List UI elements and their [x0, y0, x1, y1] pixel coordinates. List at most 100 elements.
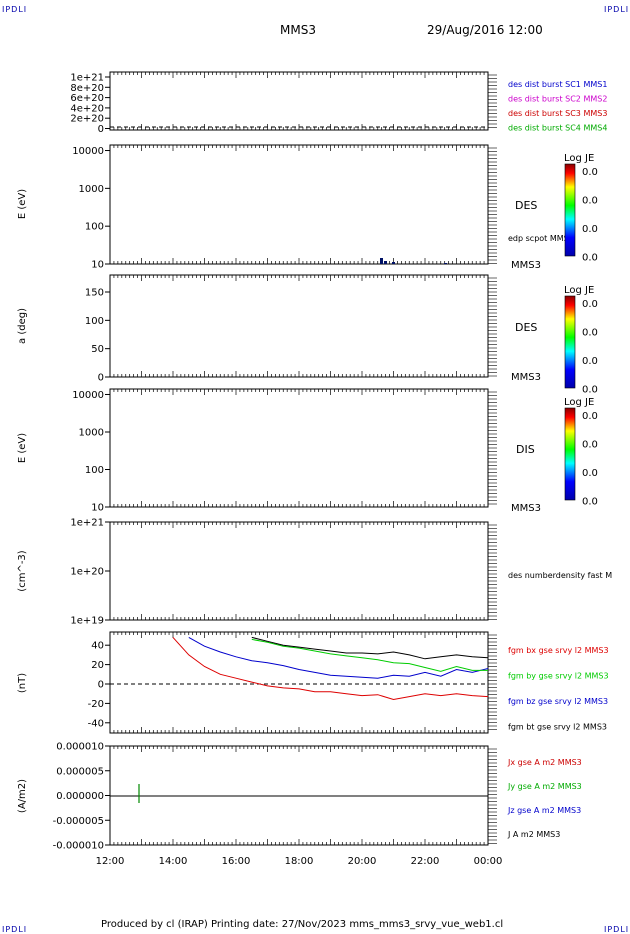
panel-dis-energy-ylabel: E (eV)	[17, 433, 28, 463]
panel-des-energy-sc-label: MMS3	[511, 260, 541, 271]
panel-des-energy-colorbar-tick: 0.0	[582, 167, 598, 178]
panel-dis-energy-colorbar	[564, 407, 576, 501]
panel-current-legend-item: Jy gse A m2 MMS3	[507, 782, 582, 791]
panel-dis-energy-colorbar-tick: 0.0	[582, 497, 598, 508]
panel-des-energy-colorbar-tick: 0.0	[582, 196, 598, 207]
panel-des-pitch-ytick-label: 100	[85, 316, 104, 327]
panel-dist-burst-ytick-label: 0	[98, 124, 104, 135]
panel-des-energy-colorbar-tick: 0.0	[582, 224, 598, 235]
corner-label-tr: IPDLI	[604, 5, 630, 14]
panel-density-ytick-label: 1e+20	[70, 567, 104, 578]
panel-current-ytick-label: 0.000000	[56, 791, 104, 802]
panel-fgm-legend-item: fgm bx gse srvy l2 MMS3	[508, 646, 609, 655]
panel-fgm-ylabel: (nT)	[17, 673, 28, 693]
panel-current-ytick-label: -0.000005	[53, 816, 104, 827]
footer-credits: Produced by cl (IRAP) Printing date: 27/…	[101, 919, 504, 930]
panel-dist-burst-legend-item: des dist burst SC3 MMS3	[508, 109, 607, 118]
x-axis-tick-label: 18:00	[285, 856, 314, 867]
panel-fgm-ytick-label: 20	[91, 660, 104, 671]
panel-dist-burst-legend-item: des dist burst SC2 MMS2	[508, 95, 607, 104]
panel-fgm-series-line	[188, 636, 489, 679]
panel-des-pitch-colorbar-tick: 0.0	[582, 385, 598, 396]
panel-des-energy-colorbar-tick: 0.0	[582, 253, 598, 264]
panel-des-energy-ylabel: E (eV)	[17, 189, 28, 219]
panel-fgm-ytick-label: 0	[98, 680, 104, 691]
panel-fgm-legend-item: fgm bz gse srvy l2 MMS3	[508, 697, 608, 706]
panel-des-energy-frame	[109, 144, 489, 265]
panel-dist-burst-ytick-label: 4e+20	[70, 103, 104, 114]
panel-density-ytick-label: 1e+21	[70, 518, 104, 529]
panel-des-pitch-colorbar-tick: 0.0	[582, 299, 598, 310]
panel-fgm-ytick-label: -20	[88, 699, 104, 710]
panel-des-energy-spectrogram-cell	[380, 258, 383, 264]
panel-fgm-series-line	[172, 637, 489, 701]
x-axis-tick-label: 00:00	[474, 856, 503, 867]
panel-des-pitch-frame	[109, 274, 489, 378]
panel-density-frame	[109, 521, 489, 621]
panel-des-energy-spectrogram-cell	[444, 263, 447, 264]
panel-fgm-series-line	[251, 636, 489, 660]
panel-des-energy-colorbar	[564, 163, 576, 257]
panel-des-energy-spectrogram-cell	[384, 261, 387, 264]
panel-dis-energy-colorbar-tick: 0.0	[582, 468, 598, 479]
panel-current-ytick-label: 0.000010	[56, 742, 104, 753]
panel-dis-energy-ytick-label: 10000	[72, 390, 104, 401]
panel-des-pitch-colorbar-tick: 0.0	[582, 328, 598, 339]
panel-des-pitch-ytick-label: 0	[98, 373, 104, 384]
spacecraft-title: MMS3	[280, 23, 316, 37]
x-axis-tick-label: 22:00	[411, 856, 440, 867]
panel-dist-burst-frame	[109, 71, 489, 131]
panel-des-energy-scpot-label: edp scpot MMS3	[508, 234, 574, 243]
panel-density-legend-item: des numberdensity fast M	[508, 571, 612, 580]
panel-fgm-legend-item: fgm by gse srvy l2 MMS3	[508, 672, 609, 681]
panel-dist-burst-legend-item: des dist burst SC4 MMS4	[508, 124, 607, 133]
panel-des-pitch-sc-label: MMS3	[511, 372, 541, 383]
x-axis-tick-label: 14:00	[159, 856, 188, 867]
panel-des-energy-ytick-label: 1000	[79, 184, 104, 195]
panel-current-legend-item: Jz gse A m2 MMS3	[507, 806, 581, 815]
panel-density-ylabel: (cm^-3)	[17, 550, 28, 591]
panel-des-pitch-ylabel: a (deg)	[17, 308, 28, 344]
panel-current-ytick-label: 0.000005	[56, 766, 104, 777]
x-axis-tick-label: 16:00	[222, 856, 251, 867]
date-title: 29/Aug/2016 12:00	[427, 23, 543, 37]
x-axis-tick-label: 12:00	[96, 856, 125, 867]
panel-dist-burst-ytick-label: 2e+20	[70, 114, 104, 125]
panel-des-pitch-ytick-label: 150	[85, 288, 104, 299]
corner-label-tl: IPDLI	[2, 5, 28, 14]
panel-density-ytick-label: 1e+19	[70, 616, 104, 627]
panel-dis-energy-colorbar-tick: 0.0	[582, 411, 598, 422]
panel-des-pitch-label: DES	[515, 321, 537, 334]
panel-dis-energy-ytick-label: 10	[91, 503, 104, 514]
panel-dis-energy-ytick-label: 100	[85, 465, 104, 476]
panel-dis-energy-label: DIS	[516, 443, 535, 456]
panel-des-energy-ytick-label: 10000	[72, 146, 104, 157]
panel-current-ytick-label: -0.000010	[53, 841, 104, 852]
panel-des-pitch-colorbar	[564, 295, 576, 389]
panel-dist-burst-legend-item: des dist burst SC1 MMS1	[508, 80, 607, 89]
panel-fgm-ytick-label: 40	[91, 641, 104, 652]
panel-dis-energy-frame	[109, 388, 489, 508]
panel-dist-burst-ytick-label: 8e+20	[70, 83, 104, 94]
panel-dis-energy-sc-label: MMS3	[511, 503, 541, 514]
panel-des-energy-label: DES	[515, 199, 537, 212]
corner-label-br: IPDLI	[604, 925, 630, 934]
panel-dis-energy-colorbar-tick: 0.0	[582, 440, 598, 451]
x-axis-tick-label: 20:00	[348, 856, 377, 867]
corner-label-bl: IPDLI	[2, 925, 28, 934]
panel-fgm-ytick-label: -40	[88, 718, 104, 729]
panel-des-pitch-colorbar-tick: 0.0	[582, 356, 598, 367]
panel-dist-burst-ytick-label: 6e+20	[70, 93, 104, 104]
panel-current-legend-item: J A m2 MMS3	[507, 830, 560, 839]
panel-des-energy-colorbar-title: Log JE	[564, 153, 594, 164]
panel-des-pitch-colorbar-title: Log JE	[564, 285, 594, 296]
panel-dist-burst-ytick-label: 1e+21	[70, 73, 104, 84]
panel-current-ylabel: (A/m2)	[17, 779, 28, 813]
panel-dis-energy-ytick-label: 1000	[79, 427, 104, 438]
panel-des-pitch-ytick-label: 50	[91, 344, 104, 355]
panel-fgm-series-line	[251, 638, 488, 672]
panel-fgm-legend-item: fgm bt gse srvy l2 MMS3	[508, 723, 607, 732]
panel-current-legend-item: Jx gse A m2 MMS3	[507, 758, 582, 767]
panel-des-energy-ytick-label: 100	[85, 222, 104, 233]
